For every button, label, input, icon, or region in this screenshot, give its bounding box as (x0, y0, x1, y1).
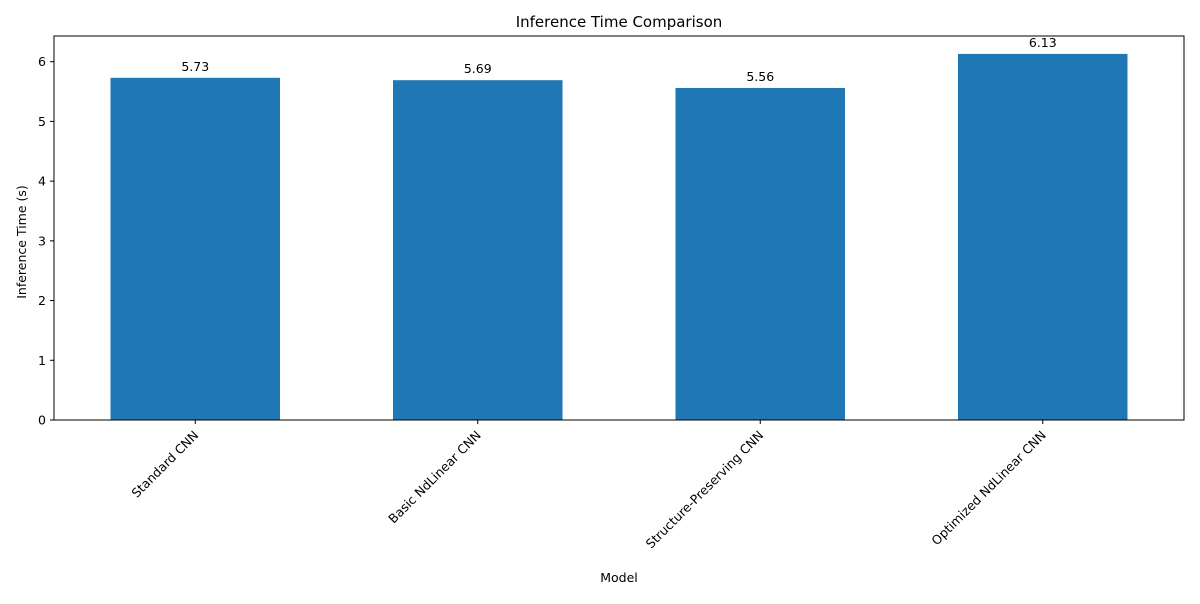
bar-1 (393, 80, 563, 421)
data-label-1: 5.69 (464, 61, 492, 76)
data-label-2: 5.56 (746, 69, 774, 84)
data-label-0: 5.73 (181, 59, 209, 74)
data-label-3: 6.13 (1029, 35, 1057, 50)
y-tick-label-5: 5 (38, 114, 46, 129)
bar-3 (958, 53, 1128, 421)
chart-title: Inference Time Comparison (516, 13, 723, 31)
bar-2 (675, 87, 845, 420)
plot-area: 5.73 Standard CNN 5.69 Basic NdLinear CNN 5.… (38, 35, 1185, 552)
x-axis-label: Model (600, 570, 638, 585)
plot-frame (53, 35, 1185, 421)
x-tick-label-3: Optimized NdLinear CNN (928, 428, 1049, 549)
y-tick-label-4: 4 (38, 174, 46, 189)
bar-0 (110, 77, 280, 420)
x-tick-label-0: Standard CNN (128, 428, 201, 501)
y-tick-label-2: 2 (38, 293, 46, 308)
x-tick-label-2: Structure-Preserving CNN (643, 428, 767, 552)
x-tick-label-1: Basic NdLinear CNN (385, 428, 484, 527)
y-tick-label-6: 6 (38, 54, 46, 69)
y-tick-label-1: 1 (38, 353, 46, 368)
y-axis-label: Inference Time (s) (14, 185, 29, 299)
y-tick-label-0: 0 (38, 413, 46, 428)
y-tick-label-3: 3 (38, 233, 46, 248)
